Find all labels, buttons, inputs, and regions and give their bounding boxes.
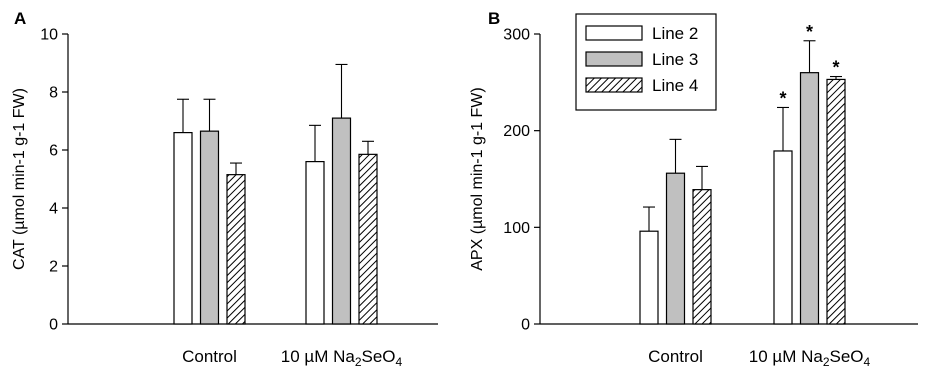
legend-label: Line 4 [652, 76, 698, 95]
legend-swatch [585, 51, 643, 67]
legend: Line 2 Line 3 Line 4 [575, 13, 717, 111]
panel-b: B 0 100 200 300 APX (µmol min-1 g-1 FW) Contro… [469, 9, 918, 369]
bar-line-4 [226, 174, 246, 325]
panel-a: A 0 2 4 6 8 10 CAT (µmol min-1 g-1 FW) Control 10… [11, 9, 438, 369]
significance-marker: * [779, 88, 786, 108]
x-category-label: 10 µM Na2​SeO4​ [281, 347, 403, 369]
bar-line-3 [199, 130, 220, 325]
y-tick-label: 4 [49, 201, 58, 218]
bar-line-3 [665, 172, 686, 325]
bar-line-3 [331, 117, 352, 325]
y-tick-label: 200 [503, 123, 530, 140]
y-tick-label: 100 [503, 220, 530, 237]
y-axis-title: APX (µmol min-1 g-1 FW) [469, 87, 486, 270]
y-axis-title: CAT (µmol min-1 g-1 FW) [11, 88, 28, 270]
panel-label: A [14, 9, 26, 28]
x-category-label: 10 µM Na2​SeO4​ [749, 347, 871, 369]
y-tick-label: 10 [40, 27, 58, 44]
bar-line-2 [639, 230, 659, 325]
legend-label: Line 3 [652, 50, 698, 69]
y-tick-label: 8 [49, 85, 58, 102]
significance-marker: * [832, 58, 839, 78]
legend-swatch [585, 25, 643, 41]
legend-swatch [585, 77, 643, 93]
y-tick-label: 300 [503, 27, 530, 44]
y-tick-label: 6 [49, 143, 58, 160]
bar-line-2 [305, 161, 325, 325]
bar-line-4 [692, 189, 712, 325]
x-category-label: Control [648, 347, 703, 366]
bar-line-3 [799, 72, 820, 325]
bar-line-2 [173, 132, 193, 325]
bar-line-4 [358, 153, 378, 325]
significance-marker: * [806, 22, 813, 42]
bar-line-4 [826, 78, 846, 325]
y-tick-label: 2 [49, 259, 58, 276]
y-tick-label: 0 [521, 317, 530, 334]
y-tick-label: 0 [49, 317, 58, 334]
panel-label: B [488, 9, 500, 28]
legend-label: Line 2 [652, 24, 698, 43]
bar-line-2 [773, 150, 793, 325]
x-category-label: Control [182, 347, 237, 366]
